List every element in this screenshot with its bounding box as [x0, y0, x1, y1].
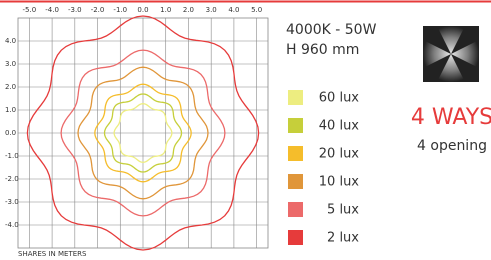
y-tick-label: 1.0 [5, 106, 16, 114]
legend-label: 40 lux [319, 119, 360, 134]
legend-label: 10 lux [319, 175, 360, 190]
x-tick-label: 4.0 [228, 6, 239, 14]
legend-swatch [288, 230, 303, 245]
legend-label: 20 lux [319, 147, 360, 162]
legend-swatch [288, 146, 303, 161]
legend-swatch [288, 90, 303, 105]
x-tick-label: 2.0 [183, 6, 194, 14]
badge-sub: 4 opening [417, 138, 487, 154]
x-tick-label: -5.0 [23, 6, 37, 14]
legend-swatch [288, 174, 303, 189]
y-tick-label: -2.0 [5, 175, 19, 183]
x-tick-label: -2.0 [91, 6, 105, 14]
x-tick-label: 3.0 [206, 6, 217, 14]
chart: 4000K - 50W H 960 mm 4 WAYS 4 opening SH… [0, 0, 491, 260]
legend-swatch [288, 202, 303, 217]
page: 4000K - 50W H 960 mm 4 WAYS 4 opening SH… [0, 0, 491, 260]
y-tick-label: 2.0 [5, 83, 16, 91]
legend-label: 5 lux [327, 203, 359, 218]
legend-swatch [288, 118, 303, 133]
x-tick-label: -4.0 [45, 6, 59, 14]
x-tick-label: -3.0 [68, 6, 82, 14]
x-tick-label: 0.0 [137, 6, 148, 14]
y-tick-label: 4.0 [5, 37, 16, 45]
x-tick-label: -1.0 [113, 6, 127, 14]
icon [423, 26, 479, 82]
x-tick-label: 1.0 [160, 6, 171, 14]
y-tick-label: 0.0 [5, 129, 16, 137]
y-tick-label: -3.0 [5, 198, 19, 206]
y-tick-label: -4.0 [5, 221, 19, 229]
info-line: H 960 mm [286, 42, 359, 58]
legend-label: 2 lux [327, 231, 359, 246]
badge: 4 WAYS [411, 105, 491, 130]
x-tick-label: 5.0 [251, 6, 262, 14]
y-tick-label: 3.0 [5, 60, 16, 68]
legend-label: 60 lux [319, 91, 360, 106]
y-tick-label: -1.0 [5, 152, 19, 160]
info-line: 4000K - 50W [286, 22, 377, 38]
x-axis-label: SHARES IN METERS [18, 250, 87, 258]
